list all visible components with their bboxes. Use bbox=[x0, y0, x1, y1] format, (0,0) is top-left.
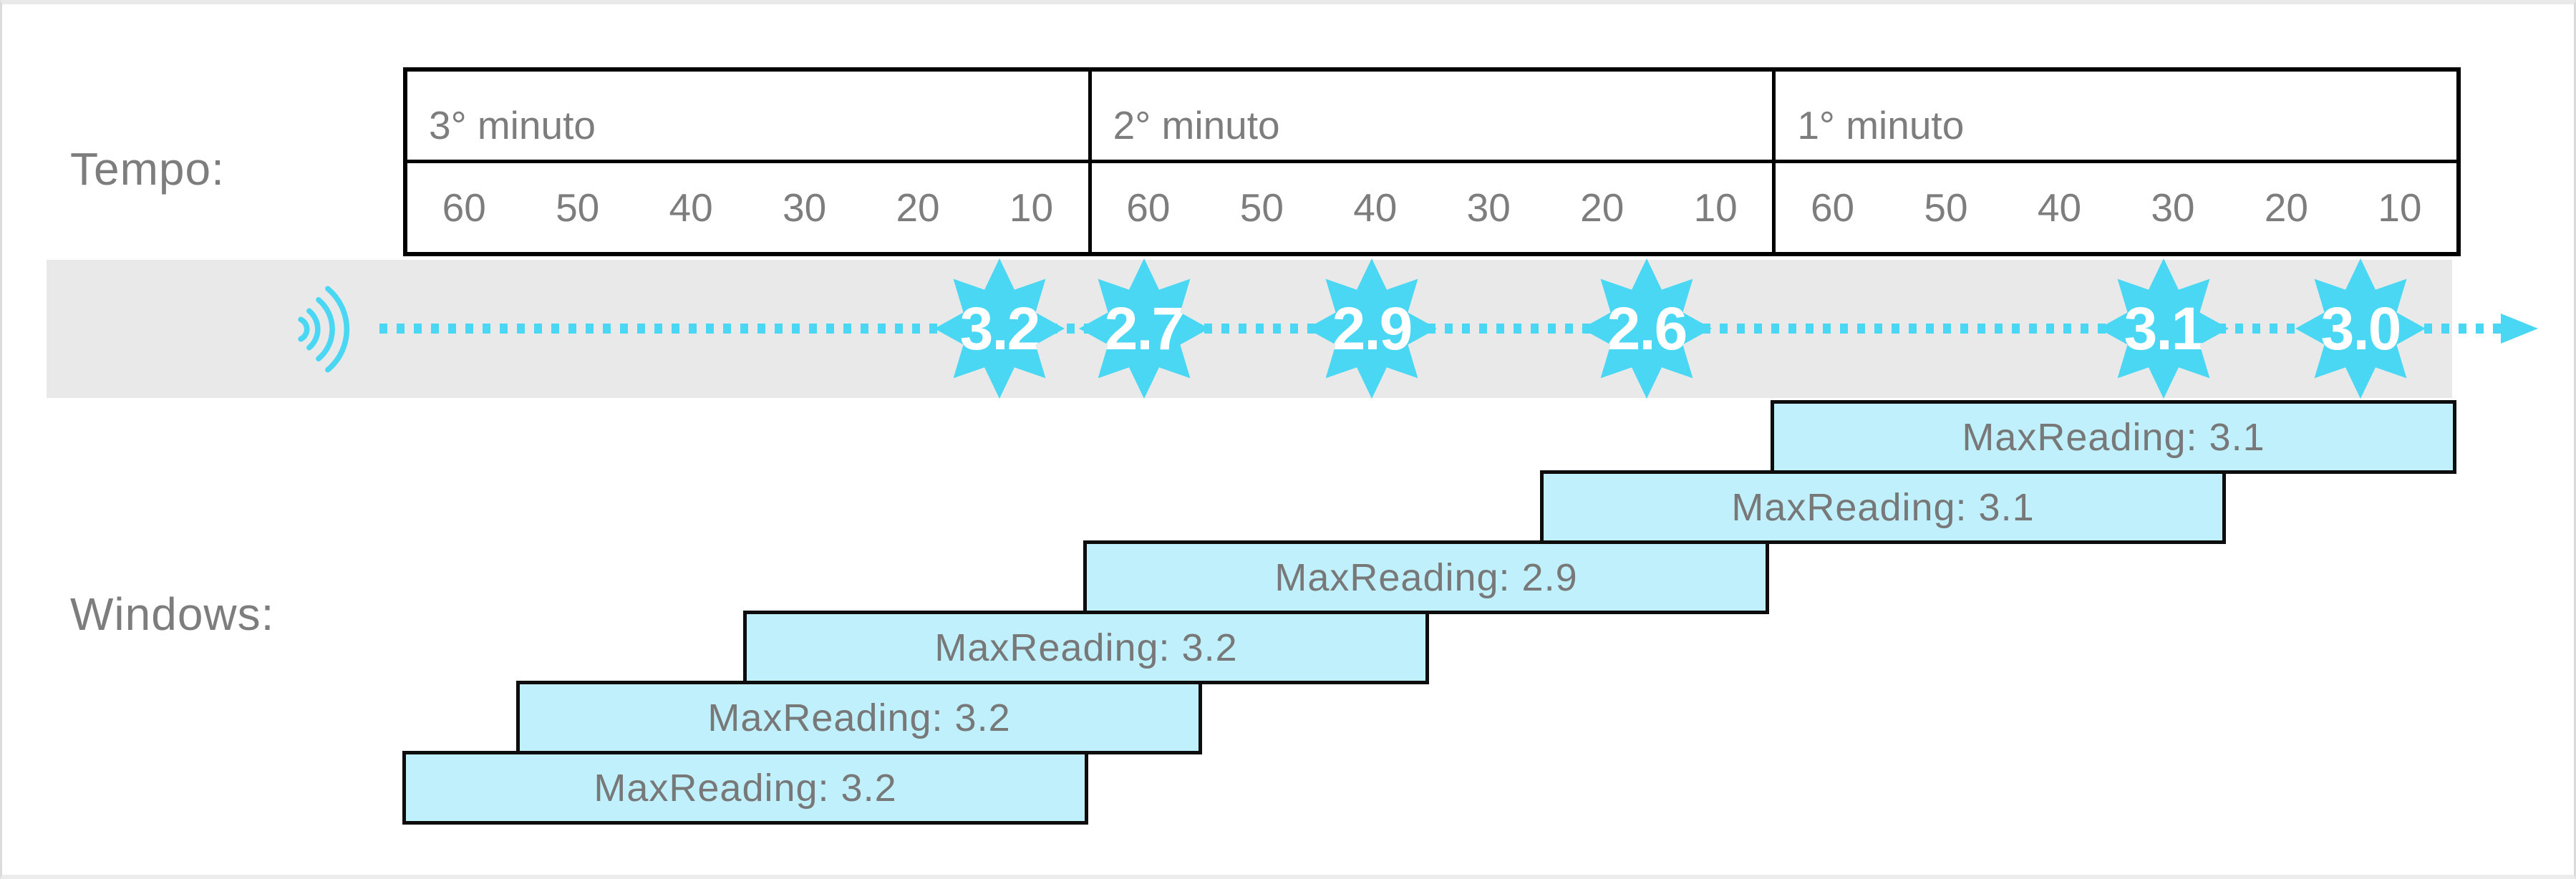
tick-label: 60 bbox=[1126, 185, 1171, 230]
section-label: 1° minuto bbox=[1776, 72, 2457, 163]
section-ticks: 60 50 40 30 20 10 bbox=[407, 163, 1088, 252]
timeline-section-1st-minute: 1° minuto 60 50 40 30 20 10 bbox=[1772, 72, 2457, 252]
window-bar-label: MaxReading: 3.1 bbox=[1962, 415, 2265, 459]
window-bar-label: MaxReading: 3.2 bbox=[934, 626, 1238, 669]
event-badge: 2.9 bbox=[1307, 258, 1437, 399]
tick-label: 50 bbox=[1239, 185, 1284, 230]
tick-label: 10 bbox=[2378, 185, 2422, 230]
event-badge: 3.1 bbox=[2098, 258, 2229, 399]
section-label: 3° minuto bbox=[407, 72, 1088, 163]
tick-label: 40 bbox=[1353, 185, 1398, 230]
event-badge: 2.7 bbox=[1079, 258, 1209, 399]
event-badge: 3.0 bbox=[2295, 258, 2426, 399]
timeline-table: 3° minuto 60 50 40 30 20 10 2° minuto 60… bbox=[403, 67, 2461, 256]
window-bar: MaxReading: 3.2 bbox=[402, 751, 1088, 825]
tick-label: 40 bbox=[2037, 185, 2082, 230]
tick-label: 30 bbox=[1466, 185, 1511, 230]
tick-label: 20 bbox=[2264, 185, 2308, 230]
window-bar: MaxReading: 3.1 bbox=[1540, 470, 2226, 544]
event-value: 2.6 bbox=[1607, 295, 1688, 362]
tick-label: 60 bbox=[442, 185, 486, 230]
tick-label: 30 bbox=[2151, 185, 2195, 230]
window-bar: MaxReading: 3.1 bbox=[1771, 400, 2456, 474]
event-value: 2.7 bbox=[1104, 295, 1186, 362]
event-value: 2.9 bbox=[1332, 295, 1413, 362]
tick-label: 20 bbox=[896, 185, 940, 230]
section-ticks: 60 50 40 30 20 10 bbox=[1092, 163, 1773, 252]
event-value: 3.2 bbox=[959, 295, 1041, 362]
event-value: 3.0 bbox=[2320, 295, 2402, 362]
tick-label: 40 bbox=[669, 185, 713, 230]
tick-label: 20 bbox=[1580, 185, 1624, 230]
events-dotted-line bbox=[379, 324, 2501, 334]
tempo-label: Tempo: bbox=[70, 143, 225, 195]
window-bar-label: MaxReading: 3.2 bbox=[594, 766, 897, 810]
window-bar: MaxReading: 2.9 bbox=[1083, 540, 1769, 614]
section-ticks: 60 50 40 30 20 10 bbox=[1776, 163, 2456, 252]
windows-label: Windows: bbox=[70, 588, 275, 640]
window-bar-label: MaxReading: 3.1 bbox=[1731, 485, 2035, 529]
tick-label: 60 bbox=[1810, 185, 1855, 230]
timeline-section-2nd-minute: 2° minuto 60 50 40 30 20 10 bbox=[1088, 72, 1773, 252]
event-badge: 3.2 bbox=[934, 258, 1065, 399]
window-bar-label: MaxReading: 3.2 bbox=[707, 696, 1011, 739]
tick-label: 50 bbox=[1924, 185, 1968, 230]
tick-label: 50 bbox=[556, 185, 600, 230]
timeline-section-3rd-minute: 3° minuto 60 50 40 30 20 10 bbox=[407, 72, 1088, 252]
window-bar: MaxReading: 3.2 bbox=[516, 681, 1202, 754]
section-label: 2° minuto bbox=[1091, 72, 1773, 163]
sound-waves-icon bbox=[298, 286, 350, 373]
arrow-right-icon bbox=[2501, 314, 2538, 344]
window-bar-label: MaxReading: 2.9 bbox=[1274, 555, 1578, 599]
event-badge: 2.6 bbox=[1582, 258, 1712, 399]
tick-label: 10 bbox=[1693, 185, 1738, 230]
window-bar: MaxReading: 3.2 bbox=[743, 611, 1429, 684]
tick-label: 30 bbox=[782, 185, 827, 230]
event-value: 3.1 bbox=[2124, 295, 2205, 362]
tick-label: 10 bbox=[1009, 185, 1054, 230]
